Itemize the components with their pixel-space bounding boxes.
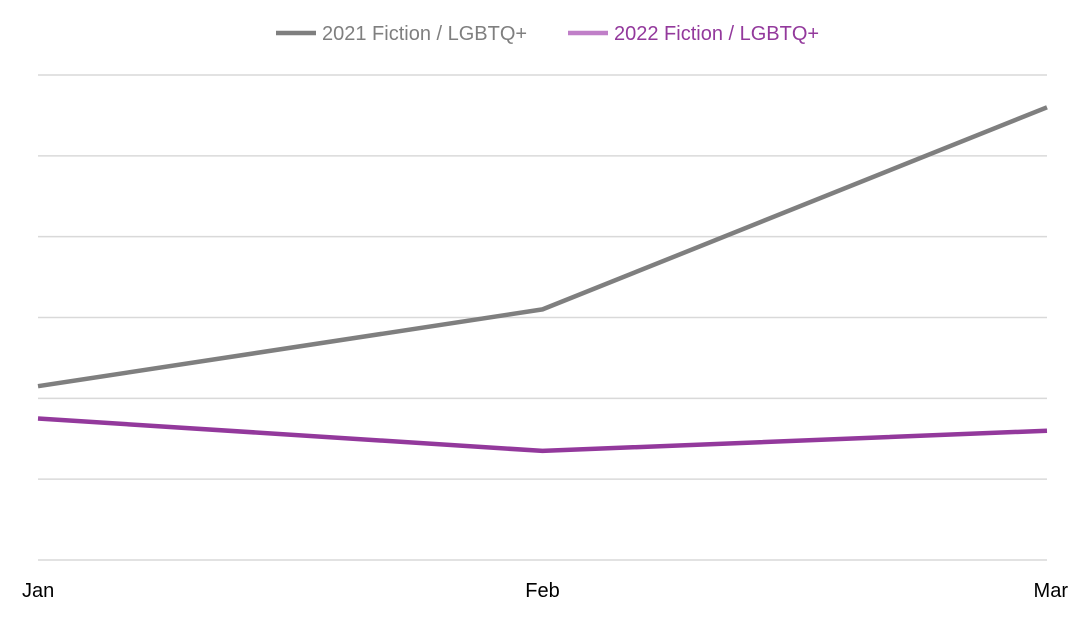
x-tick-label: Mar xyxy=(1034,580,1069,602)
gridlines xyxy=(38,74,1047,561)
legend-label-2: 2022 Fiction / LGBTQ+ xyxy=(614,23,819,45)
legend-label-1: 2021 Fiction / LGBTQ+ xyxy=(322,23,527,45)
x-axis-tick-labels: Jan Feb Mar xyxy=(22,580,1068,602)
legend: 2021 Fiction / LGBTQ+ 2022 Fiction / LGBT… xyxy=(276,23,819,45)
x-tick-label: Jan xyxy=(22,580,54,602)
x-tick-label: Feb xyxy=(525,580,559,602)
series-line-1 xyxy=(37,105,1048,389)
series-line-2 xyxy=(37,416,1048,454)
series-lines xyxy=(37,105,1048,454)
